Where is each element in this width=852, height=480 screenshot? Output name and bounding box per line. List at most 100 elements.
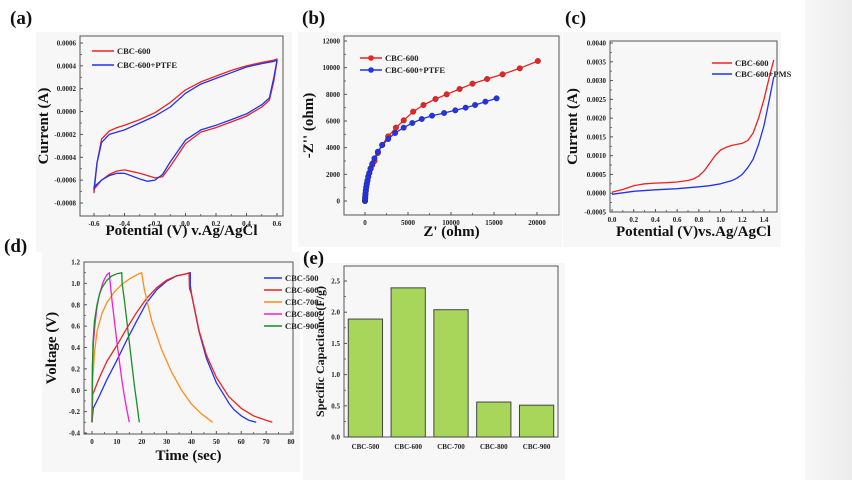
data-point-cbc-600 — [432, 96, 439, 102]
x-tick-label-d: 80 — [288, 438, 296, 446]
x-tick-label-a: 0.2 — [212, 220, 221, 228]
x-tick-label-a: 0.4 — [242, 220, 251, 228]
chart-panel-d: (d) 1.2 1.0 0.8 0.6 0.4 0.2 0.0 -0.2 -0.4 Voltage … — [4, 236, 319, 464]
legend-label-d: CBC-800 — [285, 309, 319, 319]
series-line-cbc-800 — [91, 272, 130, 423]
y-tick-label-c: 0.0010 — [587, 152, 607, 160]
x-tick-label-d: 10 — [113, 438, 121, 446]
y-tick-label-e: 0.5 — [331, 402, 340, 410]
data-point-cbc-600 — [469, 80, 476, 87]
chart-panel-e: (e) 2.5 2.0 1.5 1.0 0.5 0.0 Specific Capacitanc… — [303, 248, 559, 451]
series-line-cbc-600 — [93, 58, 278, 194]
legend-label-c: CBC-600+PMS — [735, 69, 792, 79]
y-tick-label-a: -0.0004 — [54, 154, 76, 162]
y-tick-label-d: -0.4 — [69, 430, 81, 438]
panel-label-d: (d) — [4, 236, 27, 257]
y-tick-label-c: -0.0005 — [584, 209, 606, 217]
data-point-cbc-600-ptfe — [482, 98, 489, 105]
y-tick-label-a: -0.0002 — [54, 131, 76, 139]
y-tick-label-b: 12000 — [323, 38, 341, 46]
x-tick-label-c: 0.4 — [651, 216, 660, 224]
y-tick-label-d: -0.2 — [69, 408, 81, 416]
x-tick-label-b: 10000 — [442, 219, 460, 227]
x-tick-label-c: 1.4 — [760, 216, 769, 224]
y-tick-label-d: 0.8 — [71, 301, 80, 309]
data-point-cbc-600 — [456, 86, 463, 92]
data-point-cbc-600-ptfe — [462, 104, 469, 111]
series-line-cbc-600 — [91, 272, 273, 423]
x-tick-label-c: 0.6 — [673, 216, 682, 224]
y-tick-label-b: 2000 — [326, 171, 341, 179]
y-tick-label-e: 0.0 — [331, 434, 340, 442]
y-tick-label-a: -0.0006 — [54, 177, 76, 185]
y-tick-label-a: -0.0008 — [54, 200, 76, 208]
plot-frame-c — [609, 40, 778, 213]
legend-marker-b — [368, 55, 374, 61]
data-point-cbc-600-ptfe — [472, 102, 479, 108]
legend-marker-b — [368, 67, 374, 73]
data-point-cbc-600-ptfe — [379, 142, 386, 148]
legend-label-a: CBC-600 — [117, 46, 151, 56]
y-tick-label-a: 0.0000 — [57, 108, 77, 116]
x-axis-label-a: Potential (V) v.Ag/AgCl — [105, 223, 257, 239]
x-tick-label-c: 0.0 — [608, 216, 617, 224]
data-point-cbc-600 — [534, 58, 541, 64]
x-tick-label-c: 0.2 — [629, 216, 638, 224]
data-point-cbc-600-ptfe — [371, 155, 378, 162]
chart-panel-c: (c) 0.0040 0.0035 0.0030 0.0025 0.0020 0.0015 0… — [565, 8, 792, 240]
y-tick-label-a: 0.0002 — [57, 85, 77, 93]
panel-label-b: (b) — [302, 8, 325, 29]
legend-label-c: CBC-600 — [735, 58, 769, 68]
y-axis-label-a: Current (A) — [36, 88, 52, 165]
y-tick-label-e: 2.5 — [331, 278, 340, 286]
data-point-cbc-600-ptfe — [374, 148, 381, 155]
series-line-cbc-700 — [91, 272, 213, 423]
panel-label-c: (c) — [565, 8, 586, 29]
panel-label-a: (a) — [10, 8, 32, 29]
x-tick-label-a: 0.0 — [181, 220, 190, 228]
bar-cbc-900 — [518, 404, 555, 438]
legend-label-b: CBC-600 — [385, 53, 419, 63]
data-point-cbc-600-ptfe — [369, 160, 376, 167]
y-tick-label-d: 0.2 — [71, 365, 80, 373]
y-tick-label-b: 8000 — [326, 91, 341, 99]
page-edge-shadow — [805, 0, 852, 480]
x-tick-label-b: 15000 — [485, 219, 503, 227]
data-point-cbc-600 — [420, 102, 427, 108]
data-point-cbc-600 — [484, 76, 491, 82]
y-axis-label-b: -Z'' (ohm) — [301, 93, 317, 158]
data-point-cbc-600-ptfe — [418, 116, 425, 122]
data-point-cbc-600-ptfe — [452, 107, 459, 114]
y-tick-label-d: 0.4 — [71, 344, 80, 352]
data-point-cbc-600-ptfe — [429, 112, 436, 119]
data-point-cbc-600-ptfe — [400, 124, 407, 131]
panel-c-background — [563, 32, 781, 247]
x-tick-label-a: -0.2 — [149, 220, 161, 228]
x-axis-label-c: Potential (V)vs.Ag/AgCl — [616, 224, 771, 240]
series-line-cbc-900 — [91, 272, 140, 423]
y-tick-label-d: 0.0 — [71, 387, 80, 395]
panel-label-e: (e) — [303, 248, 324, 269]
y-tick-label-c: 0.0040 — [587, 40, 607, 48]
y-tick-label-c: 0.0025 — [587, 96, 607, 104]
y-axis-label-e: Specific Capacitance(F/g) — [313, 286, 327, 417]
y-tick-label-a: 0.0006 — [57, 40, 77, 48]
x-tick-label-d: 50 — [213, 438, 221, 446]
panel-a-background — [36, 32, 292, 252]
y-tick-label-b: 4000 — [326, 144, 341, 152]
x-tick-label-c: 0.8 — [694, 216, 703, 224]
x-axis-label-d: Time (sec) — [156, 448, 222, 464]
y-tick-label-e: 1.0 — [331, 371, 340, 379]
series-line-cbc-600-ptfe — [93, 59, 278, 190]
x-tick-label-c: 1.0 — [716, 216, 725, 224]
x-tick-label-d: 60 — [238, 438, 246, 446]
data-point-cbc-600 — [516, 65, 523, 72]
x-tick-label-b: 5000 — [401, 219, 416, 227]
legend-label-d: CBC-900 — [285, 321, 319, 331]
data-point-cbc-600 — [443, 91, 450, 98]
chart-panel-a: (a) 0.0006 0.0004 0.0002 0.0000 -0.0002 -0.000… — [10, 8, 284, 239]
y-axis-label-d: Voltage (V) — [44, 312, 60, 384]
data-point-cbc-600-ptfe — [392, 130, 399, 136]
y-tick-label-c: 0.0015 — [587, 133, 607, 141]
